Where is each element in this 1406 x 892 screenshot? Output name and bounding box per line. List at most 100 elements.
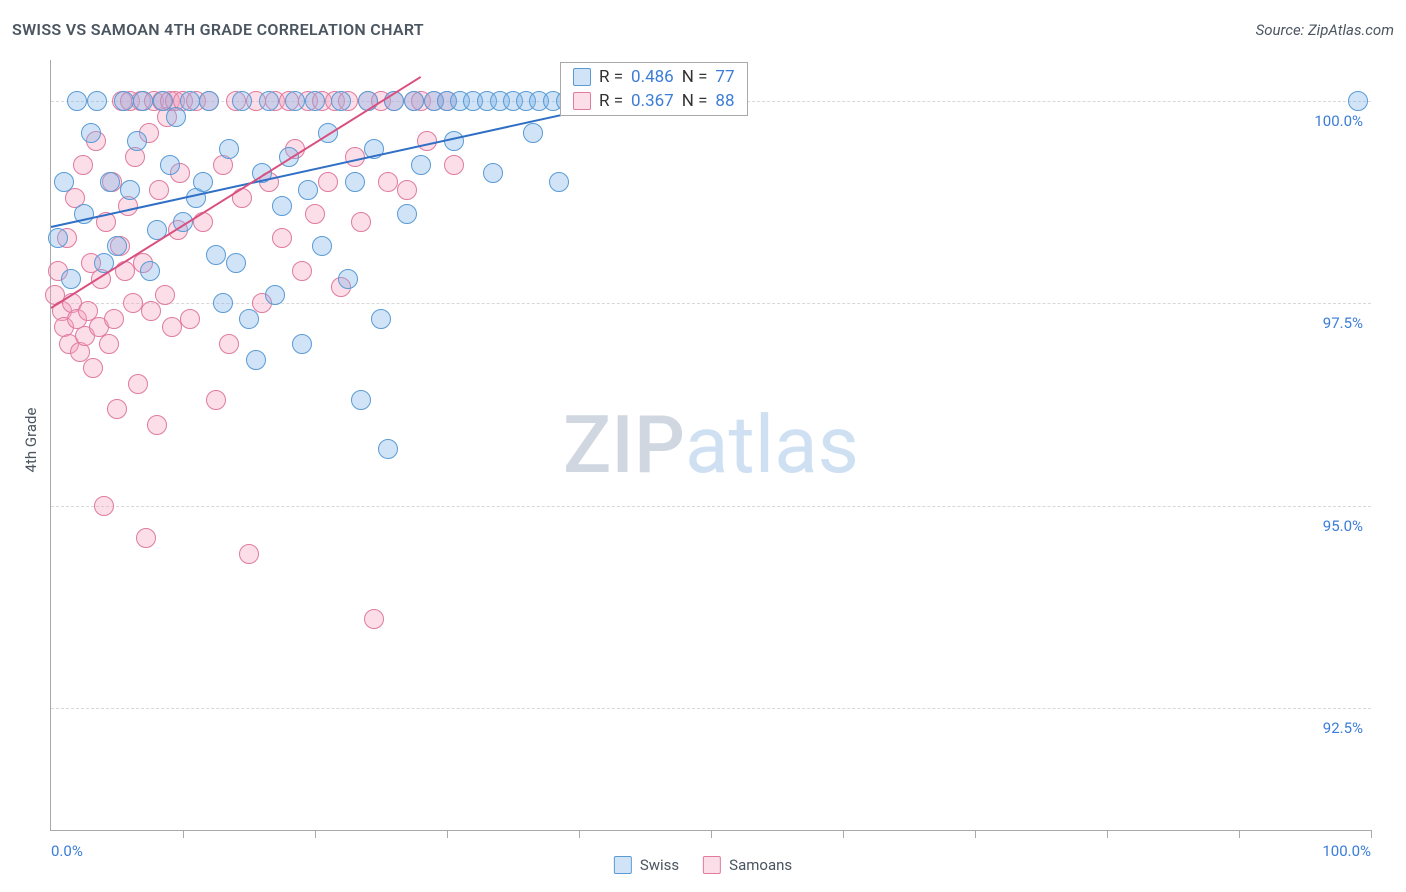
scatter-point bbox=[305, 91, 325, 111]
gridline bbox=[51, 506, 1371, 507]
scatter-point bbox=[107, 236, 127, 256]
scatter-point bbox=[87, 91, 107, 111]
scatter-point bbox=[232, 91, 252, 111]
gridline bbox=[51, 708, 1371, 709]
scatter-point bbox=[149, 180, 169, 200]
scatter-point bbox=[246, 350, 266, 370]
scatter-point bbox=[523, 123, 543, 143]
scatter-point bbox=[128, 374, 148, 394]
legend-swatch bbox=[703, 856, 721, 874]
legend-swatch bbox=[573, 68, 591, 86]
stat-r-value: 0.486 bbox=[631, 67, 674, 87]
scatter-point bbox=[259, 91, 279, 111]
scatter-point bbox=[351, 390, 371, 410]
scatter-point bbox=[444, 155, 464, 175]
scatter-point bbox=[292, 261, 312, 281]
scatter-point bbox=[404, 91, 424, 111]
ytick-label: 92.5% bbox=[1323, 719, 1363, 737]
scatter-point bbox=[272, 196, 292, 216]
scatter-point bbox=[133, 91, 153, 111]
watermark: ZIPatlas bbox=[563, 398, 859, 492]
scatter-point bbox=[94, 496, 114, 516]
scatter-point bbox=[351, 212, 371, 232]
scatter-point bbox=[193, 172, 213, 192]
scatter-point bbox=[239, 544, 259, 564]
watermark-atlas: atlas bbox=[685, 398, 859, 492]
scatter-point bbox=[285, 91, 305, 111]
scatter-point bbox=[397, 204, 417, 224]
scatter-point bbox=[272, 228, 292, 248]
scatter-point bbox=[219, 139, 239, 159]
xtick bbox=[711, 830, 712, 838]
xtick-label: 100.0% bbox=[1322, 842, 1371, 860]
scatter-point bbox=[73, 155, 93, 175]
legend-swatch bbox=[573, 92, 591, 110]
xtick bbox=[1239, 830, 1240, 838]
legend-swatch bbox=[614, 856, 632, 874]
stat-n-label: N = bbox=[682, 67, 708, 87]
trend-line bbox=[50, 76, 421, 309]
legend-label: Samoans bbox=[729, 856, 792, 874]
scatter-point bbox=[180, 91, 200, 111]
scatter-point bbox=[397, 180, 417, 200]
chart-title: SWISS VS SAMOAN 4TH GRADE CORRELATION CH… bbox=[12, 20, 424, 39]
bottom-legend: Swiss Samoans bbox=[614, 856, 792, 874]
scatter-point bbox=[345, 172, 365, 192]
stat-n-value: 77 bbox=[715, 67, 734, 87]
stat-r-value: 0.367 bbox=[631, 91, 674, 111]
scatter-point bbox=[83, 358, 103, 378]
scatter-point bbox=[99, 334, 119, 354]
y-axis-label: 4th Grade bbox=[22, 408, 40, 473]
scatter-point bbox=[378, 439, 398, 459]
scatter-point bbox=[127, 131, 147, 151]
scatter-point bbox=[114, 91, 134, 111]
scatter-point bbox=[226, 253, 246, 273]
scatter-point bbox=[206, 245, 226, 265]
scatter-point bbox=[206, 390, 226, 410]
ytick-label: 95.0% bbox=[1323, 517, 1363, 535]
watermark-zip: ZIP bbox=[563, 398, 685, 492]
xtick bbox=[1371, 830, 1372, 838]
plot-area: ZIPatlas 92.5%95.0%97.5%100.0%0.0%100.0% bbox=[50, 60, 1371, 831]
scatter-point bbox=[81, 123, 101, 143]
scatter-point bbox=[120, 180, 140, 200]
scatter-point bbox=[141, 301, 161, 321]
stat-r-label: R = bbox=[599, 91, 623, 111]
xtick bbox=[843, 830, 844, 838]
xtick bbox=[975, 830, 976, 838]
scatter-point bbox=[123, 293, 143, 313]
scatter-point bbox=[318, 172, 338, 192]
scatter-point bbox=[305, 204, 325, 224]
stat-r-label: R = bbox=[599, 67, 623, 87]
scatter-point bbox=[166, 107, 186, 127]
scatter-point bbox=[364, 609, 384, 629]
scatter-point bbox=[378, 172, 398, 192]
scatter-point bbox=[331, 91, 351, 111]
legend-item: Swiss bbox=[614, 856, 679, 874]
scatter-point bbox=[338, 269, 358, 289]
scatter-point bbox=[180, 309, 200, 329]
scatter-point bbox=[100, 172, 120, 192]
title-bar: SWISS VS SAMOAN 4TH GRADE CORRELATION CH… bbox=[12, 20, 1394, 39]
scatter-point bbox=[48, 228, 68, 248]
scatter-point bbox=[155, 285, 175, 305]
scatter-point bbox=[136, 528, 156, 548]
xtick bbox=[1107, 830, 1108, 838]
xtick bbox=[579, 830, 580, 838]
scatter-point bbox=[160, 155, 180, 175]
stat-n-value: 88 bbox=[715, 91, 734, 111]
scatter-point bbox=[312, 236, 332, 256]
stat-box: R = 0.486 N = 77 R = 0.367 N = 88 bbox=[560, 62, 748, 116]
scatter-point bbox=[104, 309, 124, 329]
stat-n-label: N = bbox=[682, 91, 708, 111]
scatter-point bbox=[199, 91, 219, 111]
legend-item: Samoans bbox=[703, 856, 792, 874]
scatter-point bbox=[411, 155, 431, 175]
scatter-point bbox=[549, 172, 569, 192]
scatter-point bbox=[107, 399, 127, 419]
source-credit: Source: ZipAtlas.com bbox=[1256, 21, 1394, 39]
scatter-point bbox=[67, 91, 87, 111]
scatter-point bbox=[239, 309, 259, 329]
xtick bbox=[183, 830, 184, 838]
scatter-point bbox=[147, 415, 167, 435]
